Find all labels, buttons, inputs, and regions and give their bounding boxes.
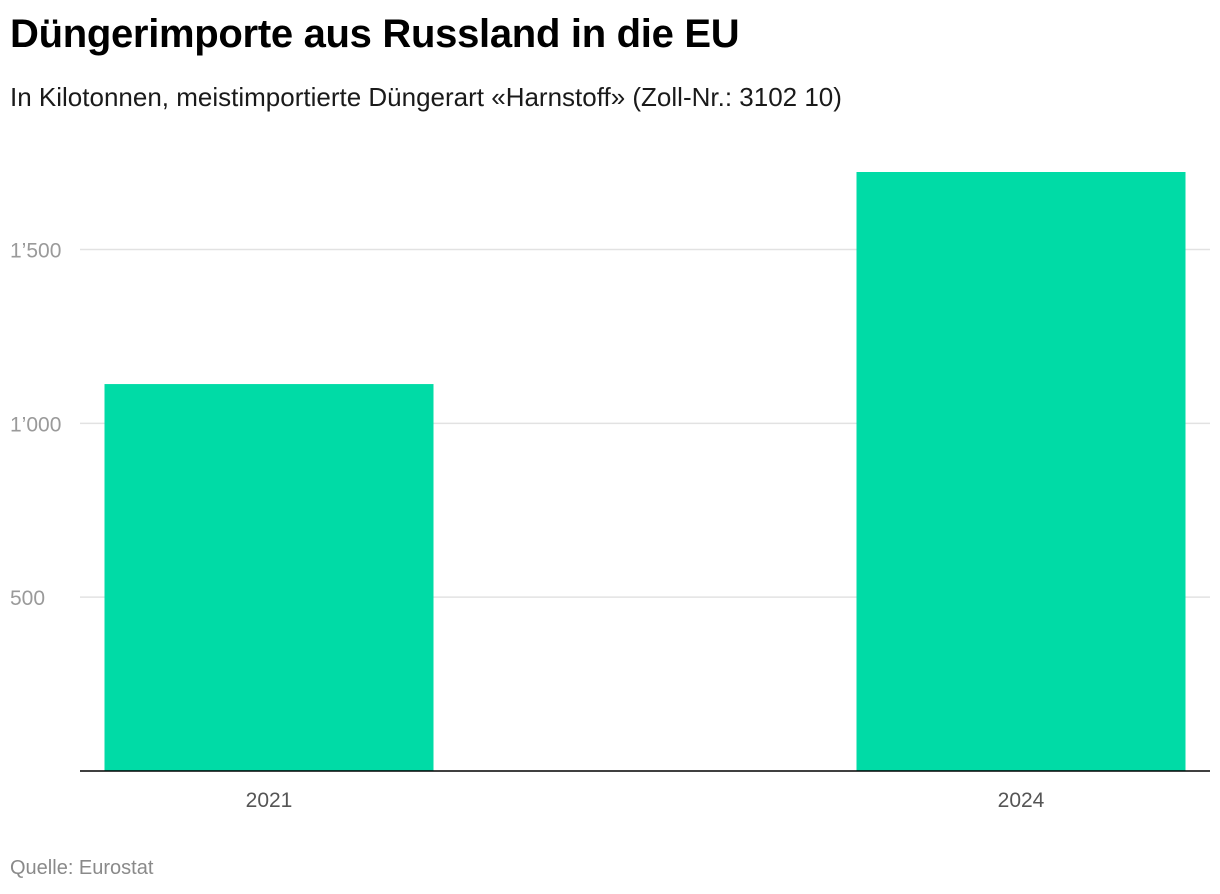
- source-note: Quelle: Eurostat: [10, 857, 154, 879]
- x-axis-labels: 2021 2024: [246, 789, 1045, 812]
- bar-2021: [104, 384, 434, 771]
- y-tick-label: 1’000: [10, 413, 61, 436]
- bar-2024: [856, 172, 1186, 771]
- x-tick-label: 2024: [998, 789, 1045, 812]
- chart-subtitle: In Kilotonnen, meistimportierte Düngerar…: [10, 82, 842, 112]
- y-tick-label: 500: [10, 587, 45, 610]
- bars: [104, 172, 1186, 771]
- y-axis-ticks: 500 1’000 1’500: [10, 240, 61, 611]
- x-tick-label: 2021: [246, 789, 293, 812]
- chart-title: Düngerimporte aus Russland in die EU: [10, 12, 740, 56]
- y-tick-label: 1’500: [10, 240, 61, 263]
